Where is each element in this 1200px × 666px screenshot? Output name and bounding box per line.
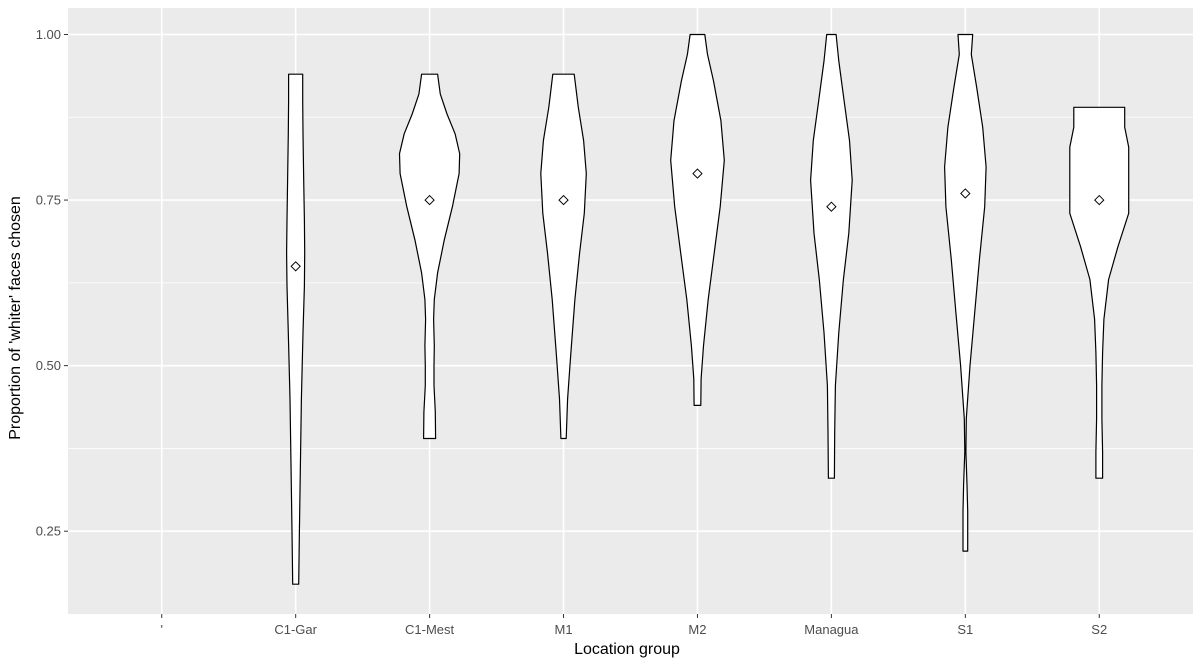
x-tick-label: S2 [1091, 622, 1107, 637]
x-tick-label: C1-Gar [274, 622, 317, 637]
y-axis-title: Proportion of 'whiter' faces chosen [7, 196, 24, 440]
x-axis-ticks: ' C1-Gar C1-Mest M1 M2 Managua S1 S2 [161, 614, 1107, 637]
violin-c1-mest [398, 73, 461, 440]
mean-marker-c1-mest [424, 194, 435, 206]
y-tick-label: 0.75 [36, 193, 61, 208]
x-tick-label: ' [161, 622, 163, 637]
mean-marker-s1 [960, 188, 971, 199]
violin-s2 [1069, 106, 1130, 479]
violins [286, 33, 1130, 585]
y-tick-label: 1.00 [36, 27, 61, 42]
mean-marker-s2 [1094, 194, 1105, 206]
mean-marker-m1 [558, 194, 569, 206]
mean-marker-m2 [692, 168, 703, 179]
y-tick-label: 0.25 [36, 524, 61, 539]
x-axis-title: Location group [574, 641, 680, 658]
x-tick-label: C1-Mest [405, 622, 455, 637]
x-tick-label: M2 [688, 622, 706, 637]
violin-c1-gar [286, 73, 306, 585]
y-tick-label: 0.50 [36, 358, 61, 373]
y-axis-ticks: 0.25 0.50 0.75 1.00 [36, 27, 68, 539]
violin-m1 [540, 73, 587, 440]
violin-m2 [670, 33, 725, 406]
plot-panel [68, 8, 1193, 614]
violin-s1 [944, 33, 987, 552]
violin-managua [810, 33, 853, 479]
mean-marker-managua [826, 201, 837, 212]
x-tick-label: M1 [555, 622, 573, 637]
mean-marker-c1-gar [290, 261, 301, 272]
x-tick-label: S1 [957, 622, 973, 637]
x-tick-label: Managua [804, 622, 859, 637]
